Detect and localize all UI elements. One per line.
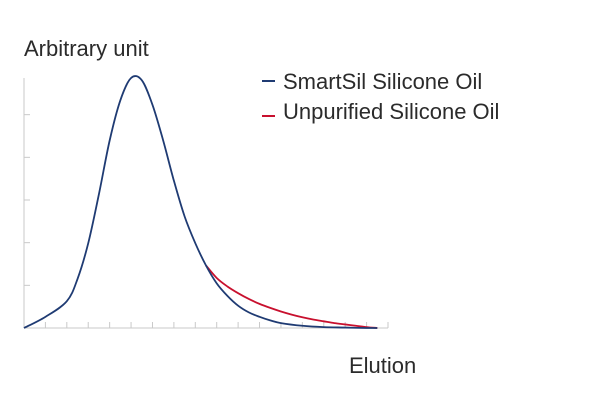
series-line-unpurified [205, 264, 378, 329]
series-line-smartsil [23, 75, 378, 329]
x-axis-label: Elution [349, 353, 416, 378]
legend-label-unpurified: Unpurified Silicone Oil [283, 99, 499, 124]
legend-label-smartsil: SmartSil Silicone Oil [283, 69, 482, 94]
series-layer [23, 75, 378, 329]
y-axis-label: Arbitrary unit [24, 36, 149, 61]
legend: SmartSil Silicone Oil Unpurified Silicon… [262, 69, 499, 124]
